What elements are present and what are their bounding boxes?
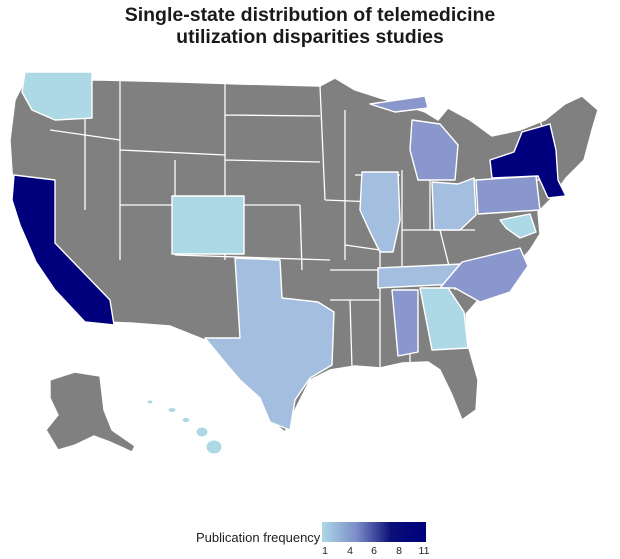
texas-state[interactable] (204, 257, 335, 431)
legend-tick-5: 11 (418, 545, 430, 557)
hawaii-island-5 (205, 439, 223, 455)
hawaii-island-4 (195, 426, 209, 438)
hawaii-island-1 (146, 399, 154, 405)
map-title-line-2: utilization disparities studies (176, 26, 444, 48)
georgia-state[interactable] (419, 287, 469, 351)
hawaii-island-3 (181, 417, 191, 423)
legend-tick-2: 4 (347, 545, 353, 557)
maryland-state[interactable] (499, 213, 537, 239)
pennsylvania-state[interactable] (475, 175, 541, 215)
legend-color-bar (322, 522, 426, 542)
legend-title: Publication frequency (196, 530, 321, 545)
illinois-state[interactable] (359, 171, 401, 253)
legend-tick-3: 6 (371, 545, 377, 557)
ohio-state[interactable] (431, 177, 477, 231)
hawaii-island-2 (167, 407, 177, 413)
legend-tick-1: 1 (322, 545, 328, 557)
new-york-state[interactable] (489, 123, 567, 199)
hawaii-islands[interactable] (146, 399, 223, 455)
us-map (9, 70, 599, 455)
map-title-line-1: Single-state distribution of telemedicin… (124, 4, 496, 26)
washington-state[interactable] (21, 71, 93, 121)
colorado-state[interactable] (171, 195, 245, 255)
legend-tick-4: 8 (396, 545, 402, 557)
california-state[interactable] (11, 174, 115, 326)
alaska-shape (45, 371, 136, 453)
alabama-state[interactable] (391, 289, 419, 357)
highlighted-states (11, 71, 567, 455)
michigan-state[interactable] (369, 95, 459, 181)
